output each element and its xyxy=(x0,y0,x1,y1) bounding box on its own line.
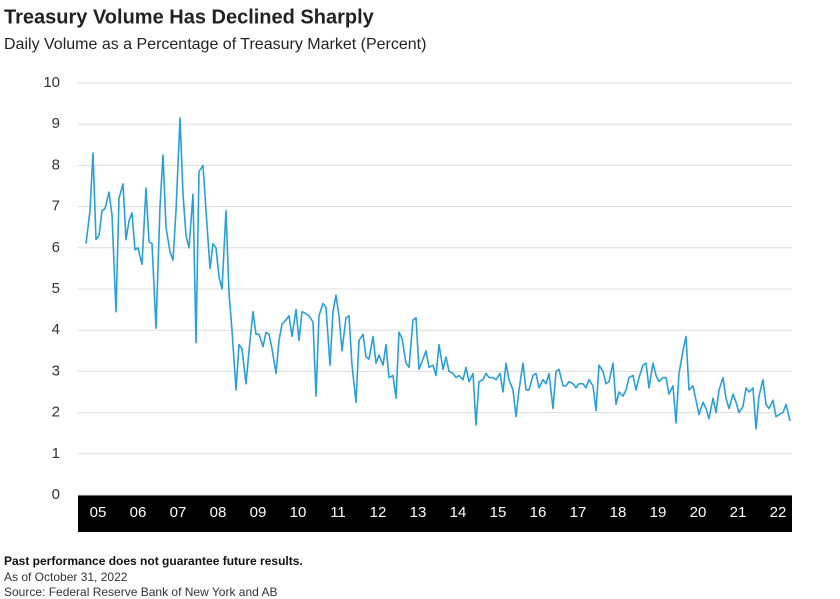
source: Source: Federal Reserve Bank of New York… xyxy=(4,585,278,599)
x-tick-label: 08 xyxy=(210,504,227,521)
x-tick-label: 10 xyxy=(290,504,307,521)
x-tick-label: 16 xyxy=(530,504,547,521)
x-tick-label: 19 xyxy=(650,504,667,521)
x-tick-label: 11 xyxy=(330,504,346,521)
x-tick-label: 14 xyxy=(450,504,467,521)
y-tick-label: 2 xyxy=(52,404,60,421)
x-tick-label: 05 xyxy=(90,504,107,521)
y-tick-label: 0 xyxy=(52,486,60,503)
y-tick-label: 5 xyxy=(52,280,60,297)
y-tick-label: 1 xyxy=(52,445,60,462)
x-tick-label: 22 xyxy=(770,504,787,521)
y-tick-label: 10 xyxy=(43,74,60,91)
as-of-date: As of October 31, 2022 xyxy=(4,570,128,584)
x-tick-label: 09 xyxy=(250,504,267,521)
x-tick-label: 20 xyxy=(690,504,707,521)
x-tick-label: 13 xyxy=(410,504,427,521)
chart-subtitle: Daily Volume as a Percentage of Treasury… xyxy=(4,36,426,53)
x-tick-label: 18 xyxy=(610,504,627,521)
data-line xyxy=(85,117,791,430)
y-tick-label: 8 xyxy=(52,156,60,173)
x-axis-band xyxy=(78,495,792,532)
y-tick-label: 3 xyxy=(52,362,60,379)
x-tick-label: 06 xyxy=(130,504,147,521)
x-tick-label: 12 xyxy=(370,504,387,521)
y-tick-label: 7 xyxy=(52,198,60,215)
x-tick-label: 21 xyxy=(730,504,747,521)
y-tick-label: 6 xyxy=(52,239,60,256)
y-tick-label: 9 xyxy=(52,115,60,132)
y-tick-label: 4 xyxy=(52,321,60,338)
x-tick-label: 15 xyxy=(490,504,507,521)
disclaimer: Past performance does not guarantee futu… xyxy=(4,554,303,568)
chart-title: Treasury Volume Has Declined Sharply xyxy=(4,6,375,28)
x-tick-label: 17 xyxy=(570,504,587,521)
x-tick-label: 07 xyxy=(170,504,187,521)
